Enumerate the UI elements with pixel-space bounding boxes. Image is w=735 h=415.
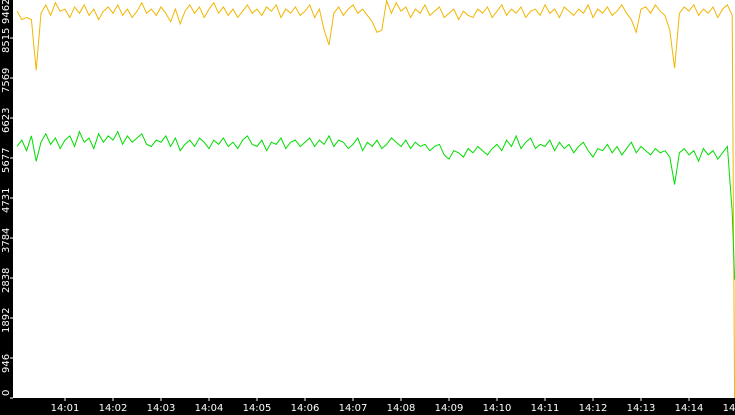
y-tick-label: 8515 bbox=[1, 28, 12, 53]
y-tick-label: 946 bbox=[1, 354, 12, 373]
x-tick-label: 14:13 bbox=[627, 403, 656, 414]
x-tick-label: 14:14 bbox=[675, 403, 704, 414]
x-tick-label: 14:10 bbox=[483, 403, 512, 414]
x-tick-label: 14:15 bbox=[723, 403, 735, 414]
x-tick-label: 14:11 bbox=[531, 403, 560, 414]
x-tick-label: 14:08 bbox=[387, 403, 416, 414]
y-axis-strip bbox=[0, 0, 13, 415]
y-tick-label: 7569 bbox=[1, 68, 12, 93]
x-tick-label: 14:05 bbox=[243, 403, 272, 414]
y-tick-label: 1892 bbox=[1, 308, 12, 333]
y-tick-label: 5677 bbox=[1, 148, 12, 173]
x-tick-label: 14:01 bbox=[51, 403, 80, 414]
x-tick-label: 14:12 bbox=[579, 403, 608, 414]
x-tick-label: 14:02 bbox=[99, 403, 128, 414]
x-tick-label: 14:07 bbox=[339, 403, 368, 414]
x-tick-label: 14:04 bbox=[195, 403, 224, 414]
x-tick-label: 14:03 bbox=[147, 403, 176, 414]
y-tick-label: 3784 bbox=[1, 228, 12, 253]
y-tick-label: 9462 bbox=[1, 0, 12, 24]
x-tick-label: 14:09 bbox=[435, 403, 464, 414]
x-tick-label: 14:06 bbox=[291, 403, 320, 414]
series-line bbox=[16, 0, 735, 399]
y-tick-label: 6623 bbox=[1, 108, 12, 133]
series-line bbox=[16, 130, 735, 280]
y-tick-label: 0 bbox=[1, 390, 12, 396]
x-axis-strip bbox=[0, 398, 735, 415]
y-tick-label: 2838 bbox=[1, 268, 12, 293]
y-tick-label: 4731 bbox=[1, 188, 12, 213]
